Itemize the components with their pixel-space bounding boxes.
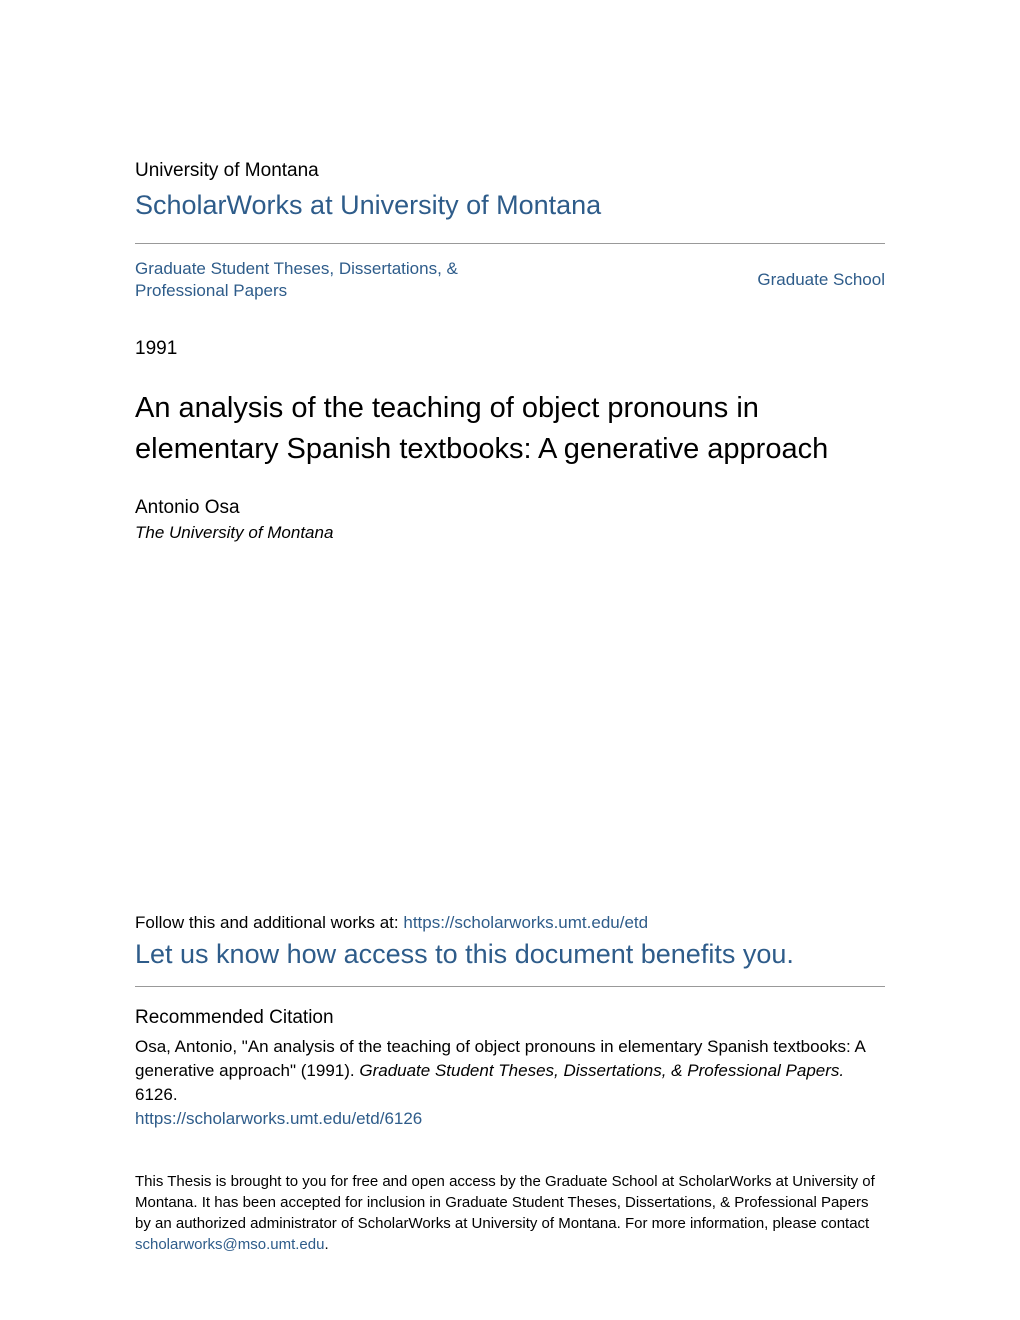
follow-works-link[interactable]: https://scholarworks.umt.edu/etd	[403, 913, 648, 932]
disclaimer-text: This Thesis is brought to you for free a…	[135, 1171, 885, 1255]
citation-divider	[135, 986, 885, 987]
citation-text: Osa, Antonio, "An analysis of the teachi…	[135, 1035, 885, 1106]
recommended-citation-heading: Recommended Citation	[135, 1007, 885, 1029]
follow-prefix: Follow this and additional works at:	[135, 913, 403, 932]
citation-part2: 6126.	[135, 1085, 178, 1104]
institution-name: University of Montana	[135, 160, 885, 182]
header-divider	[135, 243, 885, 244]
document-title: An analysis of the teaching of object pr…	[135, 388, 885, 469]
citation-series-title: Graduate Student Theses, Dissertations, …	[359, 1061, 844, 1080]
disclaimer-suffix: .	[324, 1236, 328, 1253]
access-benefits-link[interactable]: Let us know how access to this document …	[135, 939, 885, 970]
collection-row: Graduate Student Theses, Dissertations, …	[135, 258, 885, 302]
collection-link[interactable]: Graduate Student Theses, Dissertations, …	[135, 258, 475, 302]
contact-email-link[interactable]: scholarworks@mso.umt.edu	[135, 1236, 324, 1253]
follow-works-line: Follow this and additional works at: htt…	[135, 913, 885, 933]
publication-year: 1991	[135, 338, 885, 360]
citation-url-link[interactable]: https://scholarworks.umt.edu/etd/6126	[135, 1109, 885, 1129]
disclaimer-body: This Thesis is brought to you for free a…	[135, 1173, 875, 1232]
author-name: Antonio Osa	[135, 497, 885, 519]
author-affiliation: The University of Montana	[135, 523, 885, 543]
repository-link[interactable]: ScholarWorks at University of Montana	[135, 190, 885, 221]
graduate-school-link[interactable]: Graduate School	[757, 270, 885, 290]
